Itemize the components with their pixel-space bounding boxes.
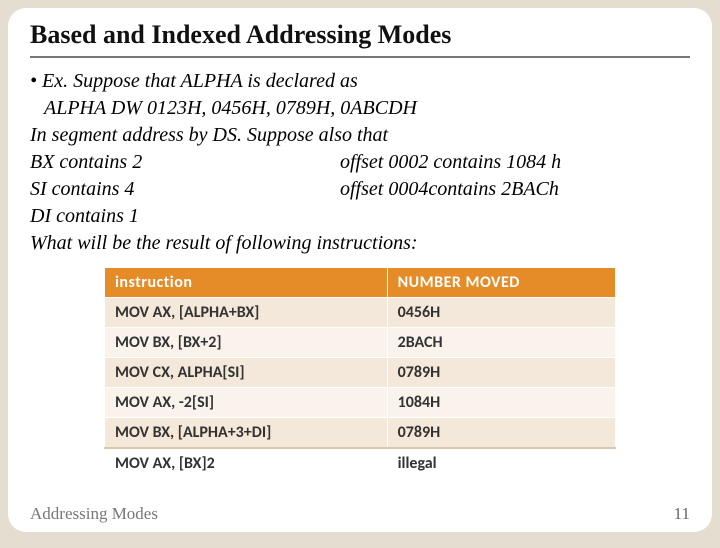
cell-instr: MOV CX, ALPHA[SI] xyxy=(105,358,388,388)
slide: Based and Indexed Addressing Modes • Ex.… xyxy=(8,8,712,532)
col-right-2: offset 0004contains 2BACh xyxy=(340,176,559,203)
col-number-moved: NUMBER MOVED xyxy=(387,268,615,298)
page-number: 11 xyxy=(674,504,690,524)
line-7: What will be the result of following ins… xyxy=(30,232,418,254)
cell-val: illegal xyxy=(387,448,615,479)
table-row: MOV BX, [ALPHA+3+DI]0789H xyxy=(105,418,616,449)
footer: Addressing Modes 11 xyxy=(30,504,690,524)
cell-val: 2BACH xyxy=(387,328,615,358)
cell-instr: MOV AX, [BX]2 xyxy=(105,448,388,479)
table-row: MOV AX, -2[SI]1084H xyxy=(105,388,616,418)
table-header-row: instruction NUMBER MOVED xyxy=(105,268,616,298)
col-instruction: instruction xyxy=(105,268,388,298)
table-row: MOV AX, [ALPHA+BX]0456H xyxy=(105,298,616,328)
line-1: Ex. Suppose that ALPHA is declared as xyxy=(42,70,358,92)
col-left-2: SI contains 4 xyxy=(30,176,340,203)
two-col-row-1: BX contains 2 offset 0002 contains 1084 … xyxy=(30,149,690,176)
body-text: • Ex. Suppose that ALPHA is declared as … xyxy=(30,68,690,257)
cell-val: 0789H xyxy=(387,418,615,449)
slide-title: Based and Indexed Addressing Modes xyxy=(30,20,690,58)
col-right-1: offset 0002 contains 1084 h xyxy=(340,149,561,176)
table-row: MOV BX, [BX+2]2BACH xyxy=(105,328,616,358)
cell-instr: MOV BX, [ALPHA+3+DI] xyxy=(105,418,388,449)
table-row: MOV CX, ALPHA[SI]0789H xyxy=(105,358,616,388)
cell-instr: MOV AX, [ALPHA+BX] xyxy=(105,298,388,328)
cell-val: 0456H xyxy=(387,298,615,328)
line-3: In segment address by DS. Suppose also t… xyxy=(30,124,388,146)
cell-val: 0789H xyxy=(387,358,615,388)
two-col-row-2: SI contains 4 offset 0004contains 2BACh xyxy=(30,176,690,203)
result-table: instruction NUMBER MOVED MOV AX, [ALPHA+… xyxy=(104,267,616,479)
line-6: DI contains 1 xyxy=(30,205,139,227)
cell-instr: MOV BX, [BX+2] xyxy=(105,328,388,358)
bullet-dot: • xyxy=(30,70,42,92)
table-row: MOV AX, [BX]2illegal xyxy=(105,448,616,479)
cell-instr: MOV AX, -2[SI] xyxy=(105,388,388,418)
footer-label: Addressing Modes xyxy=(30,504,158,524)
cell-val: 1084H xyxy=(387,388,615,418)
line-2: ALPHA DW 0123H, 0456H, 0789H, 0ABCDH xyxy=(30,95,690,122)
col-left-1: BX contains 2 xyxy=(30,149,340,176)
